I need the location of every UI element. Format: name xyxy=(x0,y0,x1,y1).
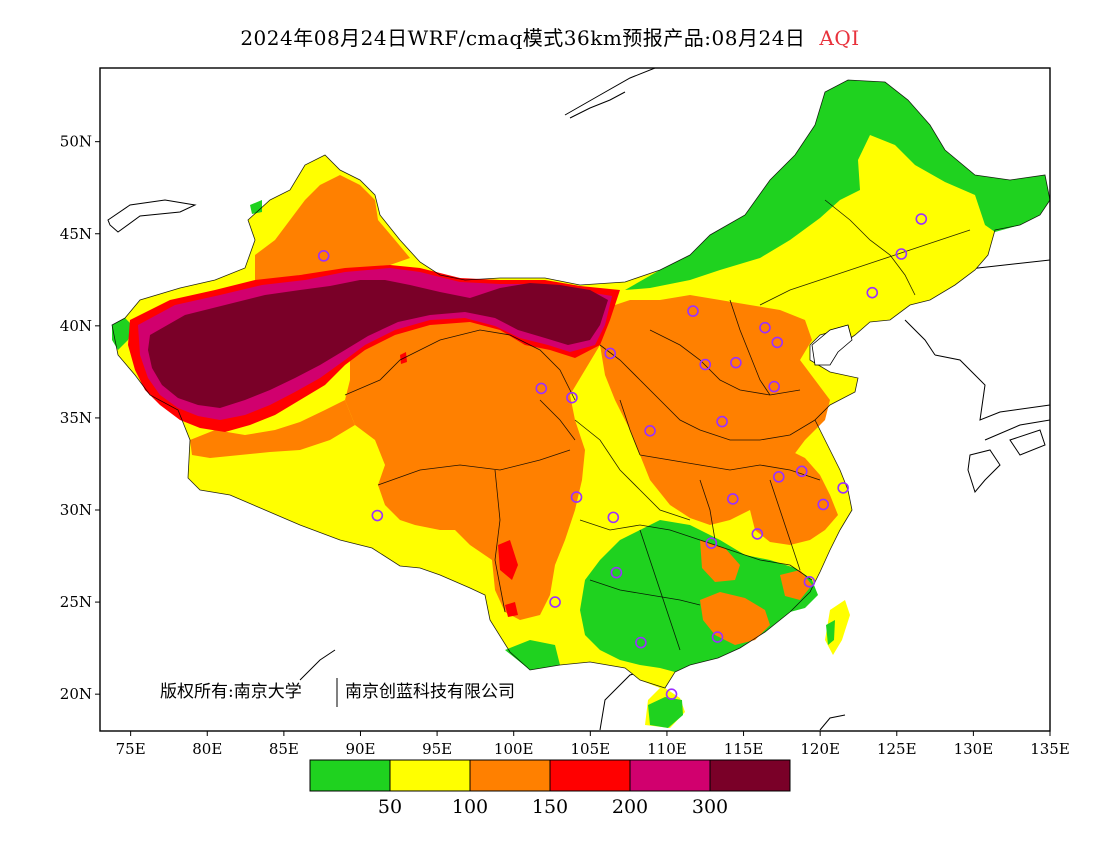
lon-tick-label: 110E xyxy=(647,740,687,758)
province-boundaries xyxy=(111,79,1050,689)
lon-tick-label: 105E xyxy=(571,740,611,758)
copyright-right: 南京创蓝科技有限公司 xyxy=(345,682,515,702)
station-marker xyxy=(716,415,728,428)
station-marker xyxy=(895,248,908,260)
lat-tick-label: 35N xyxy=(60,409,92,427)
legend-label: 100 xyxy=(452,796,488,818)
longitude-labels: 75E 80E 85E 90E 95E 100E 105E 110E 115E 120E 125E 1… xyxy=(116,740,1070,758)
bohai-coast xyxy=(811,324,853,366)
lat-tick-label: 50N xyxy=(60,133,92,151)
station-marker xyxy=(759,321,771,334)
map-title: 2024年08月24日WRF/cmaq模式36km预报产品:08月24日 AQI xyxy=(0,22,1100,51)
legend-swatch xyxy=(469,759,551,792)
lat-tick-label: 25N xyxy=(60,593,92,611)
legend-swatch xyxy=(389,759,471,792)
axis-ticks xyxy=(95,141,1051,736)
lon-tick-label: 75E xyxy=(116,740,146,758)
legend-label: 300 xyxy=(692,796,728,818)
neighbor-coastlines xyxy=(107,68,1050,731)
legend-swatch xyxy=(709,759,791,792)
legend-label: 200 xyxy=(612,796,648,818)
title-variable: AQI xyxy=(819,26,860,50)
station-marker xyxy=(570,491,583,503)
lon-tick-label: 80E xyxy=(192,740,222,758)
station-marker xyxy=(566,391,578,404)
station-marker xyxy=(768,380,780,393)
latitude-labels: 20N 25N 30N 35N 40N 45N 50N xyxy=(60,133,92,704)
station-marker xyxy=(837,482,849,494)
legend-label: 150 xyxy=(532,796,568,818)
lon-tick-label: 130E xyxy=(954,740,994,758)
legend-swatch xyxy=(309,759,391,792)
lon-tick-label: 95E xyxy=(422,740,452,758)
station-marker xyxy=(705,537,718,549)
station-marker xyxy=(549,596,561,608)
legend-label: 50 xyxy=(378,796,402,818)
station-marker xyxy=(751,528,764,540)
title-text: 2024年08月24日WRF/cmaq模式36km预报产品:08月24日 xyxy=(240,26,806,50)
lon-tick-label: 120E xyxy=(800,740,840,758)
station-marker xyxy=(607,511,620,524)
station-marker xyxy=(535,382,548,395)
station-marker xyxy=(687,305,699,317)
copyright-left: 版权所有:南京大学 xyxy=(160,682,302,702)
lon-tick-label: 115E xyxy=(724,740,764,758)
station-marker xyxy=(371,509,384,522)
station-marker xyxy=(866,286,879,299)
station-marker xyxy=(644,425,656,437)
lat-tick-label: 45N xyxy=(60,225,92,243)
lon-tick-label: 90E xyxy=(345,740,375,758)
aqi-field-hazardous xyxy=(148,280,608,408)
station-marker xyxy=(771,336,784,349)
lon-tick-label: 135E xyxy=(1030,740,1070,758)
station-marker xyxy=(711,631,724,643)
map-frame xyxy=(99,67,1051,732)
lon-tick-label: 125E xyxy=(877,740,917,758)
station-marker xyxy=(317,250,330,262)
station-marker xyxy=(635,636,647,649)
station-marker xyxy=(795,465,808,478)
station-marker xyxy=(817,498,830,511)
station-marker xyxy=(730,356,742,369)
legend-swatch xyxy=(629,759,711,792)
monitoring-stations xyxy=(317,213,928,700)
lat-tick-label: 20N xyxy=(60,685,92,703)
legend-swatch xyxy=(549,759,631,792)
station-marker xyxy=(772,471,785,483)
station-marker xyxy=(727,493,739,505)
aqi-legend: 50 100 150 200 300 xyxy=(309,759,791,818)
station-marker xyxy=(665,688,678,700)
lat-tick-label: 40N xyxy=(60,317,92,335)
station-marker xyxy=(915,213,928,225)
lon-tick-label: 85E xyxy=(269,740,299,758)
lon-tick-label: 100E xyxy=(494,740,534,758)
station-marker xyxy=(803,576,816,588)
station-marker xyxy=(604,347,617,360)
station-marker xyxy=(610,566,623,579)
lat-tick-label: 30N xyxy=(60,501,92,519)
station-marker xyxy=(699,358,712,371)
